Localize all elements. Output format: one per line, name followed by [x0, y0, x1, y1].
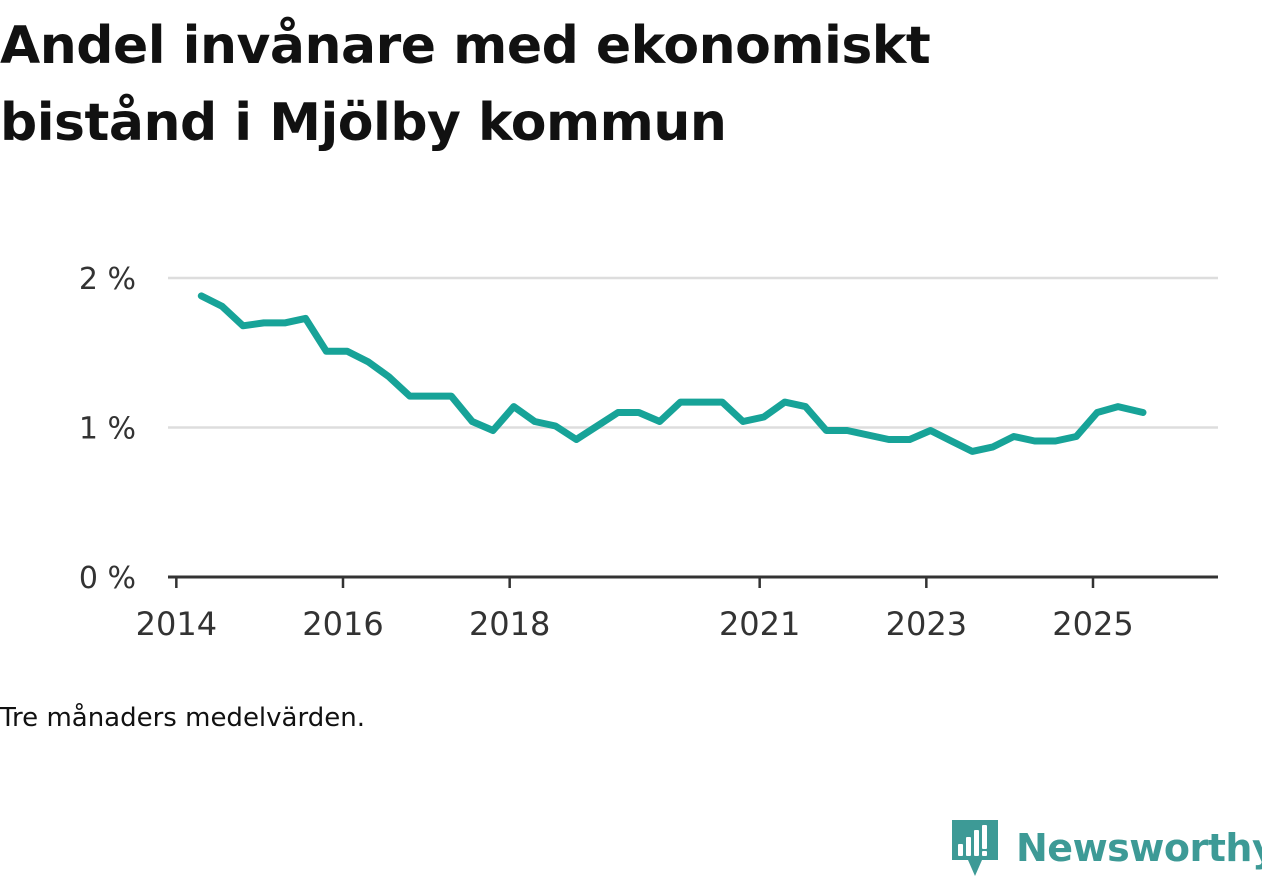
chart-note: Tre månaders medelvärden. — [0, 703, 365, 733]
x-tick-label: 2014 — [136, 605, 217, 643]
y-tick-label: 2 % — [79, 262, 136, 297]
y-tick-label: 1 % — [79, 412, 136, 447]
chart-title-line-1: Andel invånare med ekonomiskt — [0, 16, 931, 76]
line-chart: 0 % 1 % 2 % 2014 2016 2018 2021 2023 2025 — [79, 262, 1218, 643]
series-line — [197, 292, 1147, 455]
y-tick-label: 0 % — [79, 561, 136, 596]
grid — [168, 276, 1218, 429]
x-tick-label: 2021 — [719, 605, 800, 643]
series — [197, 292, 1147, 455]
x-tick-label: 2025 — [1052, 605, 1133, 643]
chart-title-line-2: bistånd i Mjölby kommun — [0, 93, 727, 153]
x-tick-label: 2016 — [302, 605, 383, 643]
x-tick-label: 2023 — [886, 605, 967, 643]
brand-logo: Newsworthy — [950, 818, 1262, 878]
brand-name: Newsworthy — [1016, 826, 1262, 870]
newsworthy-logo-icon — [952, 820, 998, 876]
x-tick-label: 2018 — [469, 605, 550, 643]
y-axis-labels: 0 % 1 % 2 % — [79, 262, 136, 596]
x-axis — [168, 575, 1218, 588]
chart-title: Andel invånare med ekonomiskt bistånd i M… — [0, 8, 1100, 162]
x-axis-labels: 2014 2016 2018 2021 2023 2025 — [136, 605, 1134, 643]
